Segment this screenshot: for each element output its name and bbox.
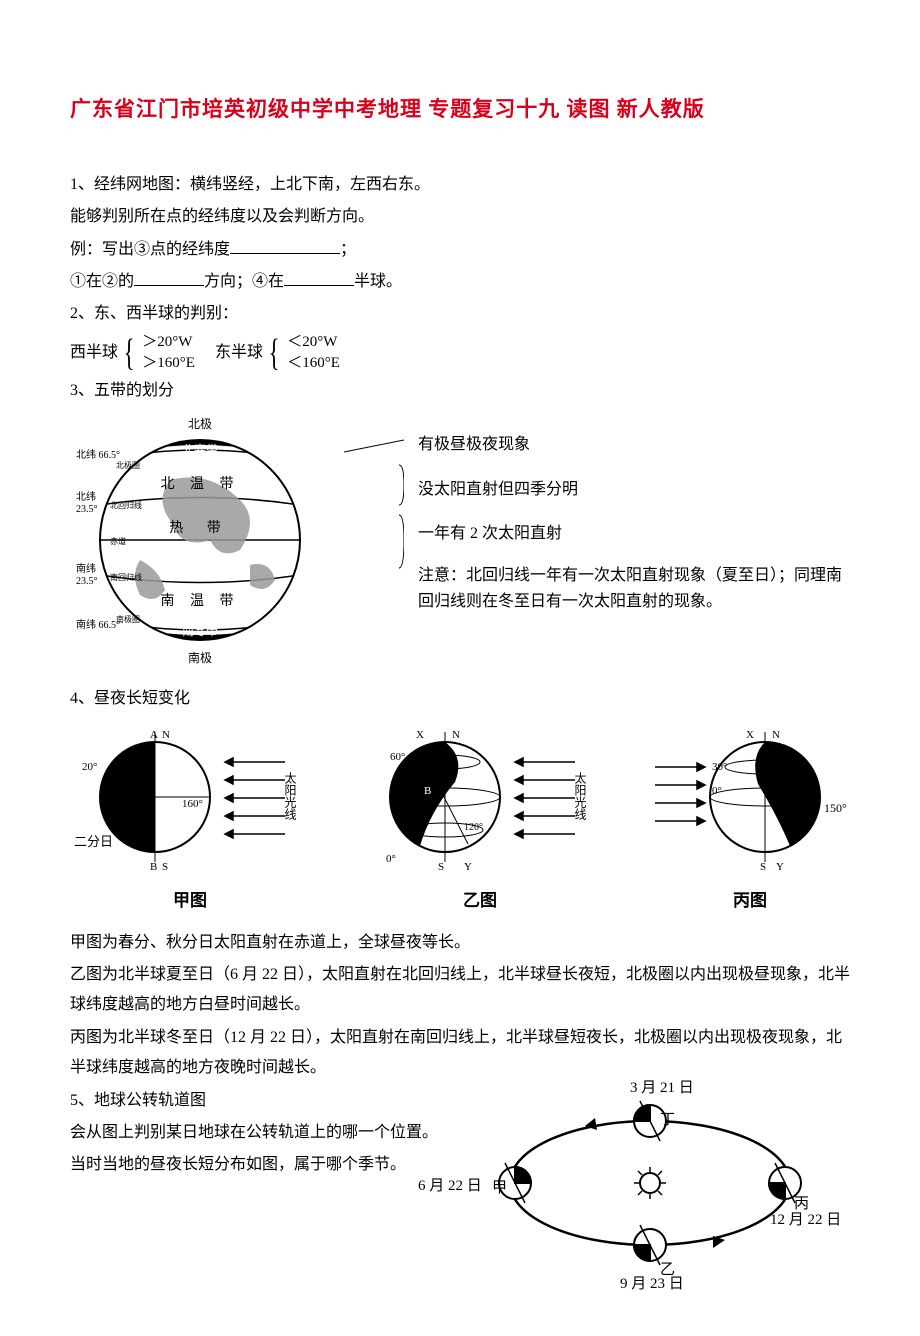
svg-text:N: N [772, 729, 780, 741]
svg-text:23.5°: 23.5° [76, 576, 98, 587]
g3-label: 丙图 [650, 885, 850, 917]
brace-icon: { [269, 336, 280, 370]
svg-text:0°: 0° [386, 853, 396, 865]
zone-connectors [344, 410, 404, 670]
svg-text:S: S [162, 861, 168, 872]
svg-text:150°: 150° [824, 801, 847, 815]
zone-temperate-text: 没太阳直射但四季分明 [418, 475, 850, 505]
svg-text:23.5°: 23.5° [76, 504, 98, 515]
date-right: 12 月 22 日 [770, 1206, 841, 1235]
svg-text:X: X [746, 729, 754, 741]
svg-text:S: S [438, 861, 444, 872]
s4-head: 4、昼夜长短变化 [70, 684, 850, 714]
east-a: ＜20°W [287, 332, 340, 353]
svg-text:N: N [162, 729, 170, 741]
svg-text:南纬 66.5°: 南纬 66.5° [76, 618, 120, 631]
s1-q2-pre: ①在②的 [70, 273, 134, 290]
blank-direction[interactable] [134, 269, 204, 286]
date-bottom: 9 月 23 日 [620, 1270, 684, 1299]
s5-p2: 当时当地的昼夜长短分布如图，属于哪个季节。 [70, 1150, 440, 1180]
svg-text:X: X [416, 729, 424, 741]
svg-text:太阳光线: 太阳光线 [573, 771, 587, 820]
s1-line2: 能够判别所在点的经纬度以及会判断方向。 [70, 202, 850, 232]
svg-text:S: S [760, 861, 766, 872]
s4-p2: 乙图为北半球夏至日（6 月 22 日），太阳直射在北回归线上，北半球昼长夜短，北… [70, 960, 850, 1021]
svg-text:南寒带: 南寒带 [182, 623, 218, 638]
g2-label: 乙图 [360, 885, 600, 917]
svg-text:20°: 20° [82, 761, 97, 773]
east-b: ＜160°E [287, 353, 340, 374]
svg-text:B: B [150, 861, 157, 872]
svg-text:B: B [424, 785, 431, 797]
svg-text:北回归线: 北回归线 [110, 500, 142, 510]
s1-q2-suf: 半球。 [354, 273, 402, 290]
s5-head: 5、地球公转轨道图 [70, 1086, 440, 1116]
svg-text:北 温 带: 北 温 带 [161, 476, 240, 492]
blank-hemisphere[interactable] [284, 269, 354, 286]
s4-p1: 甲图为春分、秋分日太阳直射在赤道上，全球昼夜等长。 [70, 928, 850, 958]
svg-text:30°: 30° [712, 761, 727, 773]
svg-text:二分日: 二分日 [74, 834, 113, 849]
svg-text:A: A [150, 729, 158, 741]
west-a: ＞20°W [142, 332, 195, 353]
west-label: 西半球 [70, 338, 118, 368]
blank-coord[interactable] [230, 237, 340, 254]
svg-text:南回归线: 南回归线 [110, 572, 142, 582]
pos-ding: 丁 [660, 1106, 675, 1135]
svg-text:Y: Y [464, 861, 472, 872]
s1-head: 1、经纬网地图：横纬竖经，上北下南，左西右东。 [70, 170, 850, 200]
orbit-diagram: 3 月 21 日 丁 6 月 22 日 甲 丙 12 月 22 日 乙 9 月 … [480, 1078, 850, 1278]
svg-text:北极圈: 北极圈 [116, 460, 140, 470]
zone-polar-text: 有极昼极夜现象 [418, 430, 850, 460]
hemisphere-rules: 西半球 { ＞20°W ＞160°E 东半球 { ＜20°W ＜160°E [70, 332, 850, 374]
east-label: 东半球 [215, 338, 263, 368]
zones-globe: 北极 北寒带 北 温 带 热 带 南 温 带 南寒带 南极 北纬 66.5° 北… [70, 410, 330, 681]
s1-example: 例：写出③点的经纬度 ； [70, 235, 850, 265]
zone-note: 注意：北回归线一年有一次太阳直射现象（夏至日）；同理南回归线则在冬至日有一次太阳… [418, 563, 850, 614]
s1-q2: ①在②的 方向；④在 半球。 [70, 267, 850, 297]
svg-text:60°: 60° [390, 751, 405, 763]
s2-head: 2、东、西半球的判别： [70, 299, 850, 329]
svg-text:太阳光线: 太阳光线 [283, 771, 297, 820]
svg-text:N: N [452, 729, 460, 741]
svg-text:北纬: 北纬 [76, 490, 96, 503]
svg-text:南极: 南极 [188, 650, 212, 665]
g1-label: 甲图 [70, 885, 310, 917]
s1-ex-pre: 例：写出③点的经纬度 [70, 241, 230, 258]
lbl-north-pole: 北极 [188, 417, 212, 431]
svg-text:北寒带: 北寒带 [182, 442, 218, 457]
svg-text:160°: 160° [182, 798, 203, 810]
date-left: 6 月 22 日 [418, 1172, 482, 1201]
brace-icon: { [124, 336, 135, 370]
svg-text:0°: 0° [712, 785, 722, 797]
page-title: 广东省江门市培英初级中学中考地理 专题复习十九 读图 新人教版 [70, 90, 850, 130]
s4-p3: 丙图为北半球冬至日（12 月 22 日），太阳直射在南回归线上，北半球昼短夜长，… [70, 1023, 850, 1084]
svg-text:Y: Y [776, 861, 784, 872]
zone-tropic-text: 一年有 2 次太阳直射 [418, 519, 850, 549]
date-top: 3 月 21 日 [630, 1074, 694, 1103]
daynight-diagrams: AN BS 20° 160° 二分日 太阳光线 甲图 XN [70, 722, 850, 918]
svg-text:热 带: 热 带 [169, 520, 231, 536]
svg-text:南极圈: 南极圈 [116, 614, 140, 624]
pos-jia: 甲 [492, 1174, 507, 1203]
svg-text:南纬: 南纬 [76, 562, 96, 575]
svg-text:南 温 带: 南 温 带 [161, 593, 240, 609]
s1-q2-mid: 方向；④在 [204, 273, 284, 290]
s1-ex-suf: ； [340, 241, 356, 258]
svg-text:120°: 120° [464, 822, 483, 833]
west-b: ＞160°E [142, 353, 195, 374]
svg-text:赤道: 赤道 [110, 536, 126, 546]
s3-head: 3、五带的划分 [70, 376, 850, 406]
s5-p1: 会从图上判别某日地球在公转轨道上的哪一个位置。 [70, 1118, 440, 1148]
svg-text:北纬 66.5°: 北纬 66.5° [76, 448, 120, 461]
